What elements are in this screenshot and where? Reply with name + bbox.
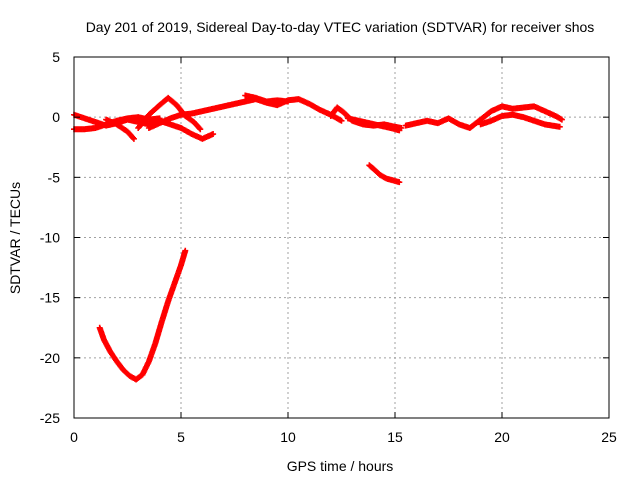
series-arc-8 — [344, 115, 403, 134]
y-tick-label: -10 — [40, 230, 60, 246]
data-point — [182, 247, 189, 254]
y-axis-label: SDTVAR / TECUs — [7, 182, 23, 294]
data-point — [285, 98, 291, 105]
series-arc-3 — [103, 116, 137, 142]
x-tick-label: 25 — [601, 429, 617, 445]
data-point — [196, 125, 203, 132]
data-point — [396, 179, 403, 186]
data-point — [338, 117, 345, 124]
y-tick-label: 5 — [52, 49, 60, 65]
series-arc-10 — [477, 111, 563, 130]
series-arc-11 — [366, 162, 403, 186]
x-axis-label: GPS time / hours — [287, 458, 394, 474]
x-tick-label: 5 — [177, 429, 185, 445]
data-series — [71, 92, 565, 383]
y-tick-label: -20 — [40, 350, 60, 366]
data-point — [558, 116, 565, 123]
y-tick-label: -25 — [40, 410, 60, 426]
axis-ticks: 0 5 10 15 20 25 5 0 -5 -10 -15 -20 -25 — [40, 49, 617, 445]
x-tick-label: 0 — [70, 429, 78, 445]
data-point — [396, 127, 403, 134]
series-arc-6 — [242, 92, 291, 105]
y-tick-label: -15 — [40, 290, 60, 306]
x-tick-label: 20 — [494, 429, 510, 445]
y-tick-label: 0 — [52, 109, 60, 125]
data-point — [197, 126, 204, 133]
data-point — [556, 123, 563, 130]
data-point — [130, 134, 137, 141]
series-arc-9 — [402, 103, 565, 131]
x-tick-label: 10 — [280, 429, 296, 445]
data-point — [130, 135, 137, 142]
data-point — [210, 131, 217, 138]
chart-title: Day 201 of 2019, Sidereal Day-to-day VTE… — [86, 19, 595, 35]
series-arc-12 — [96, 247, 189, 383]
y-tick-label: -5 — [48, 169, 61, 185]
x-tick-label: 15 — [387, 429, 403, 445]
